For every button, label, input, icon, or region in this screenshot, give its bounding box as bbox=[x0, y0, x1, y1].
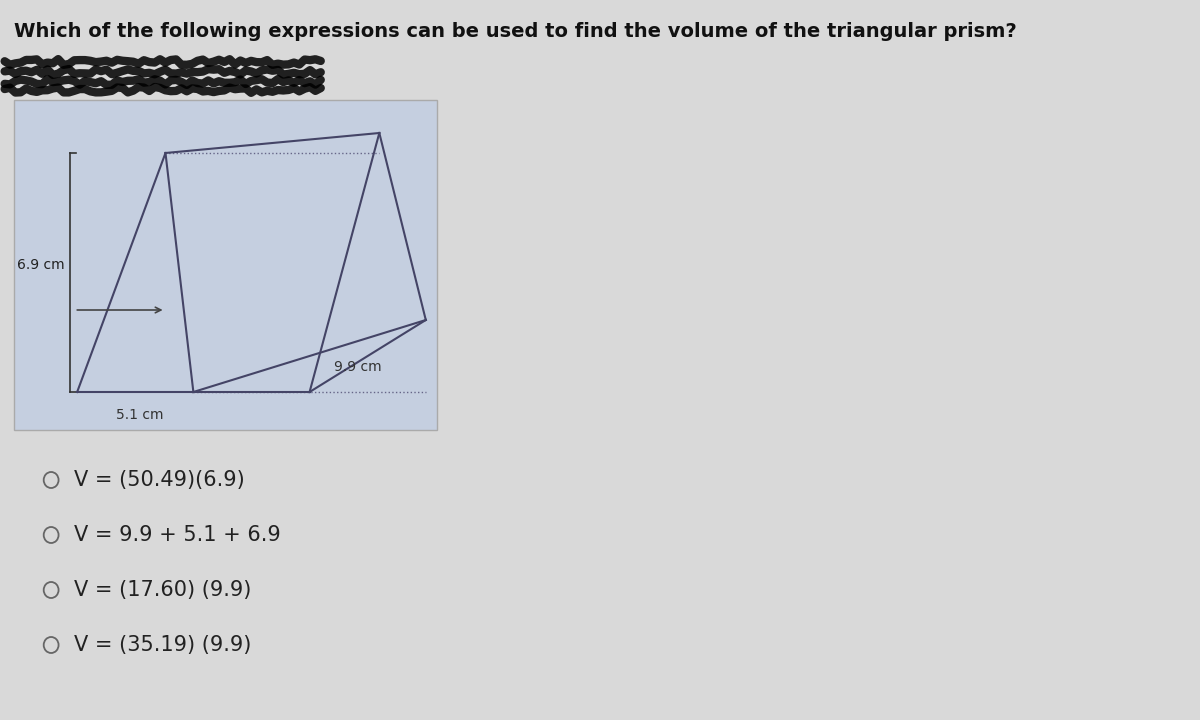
Circle shape bbox=[43, 472, 59, 488]
Text: V = 9.9 + 5.1 + 6.9: V = 9.9 + 5.1 + 6.9 bbox=[74, 525, 281, 545]
Text: V = (35.19) (9.9): V = (35.19) (9.9) bbox=[74, 635, 252, 655]
Circle shape bbox=[43, 637, 59, 653]
Text: 9.9 cm: 9.9 cm bbox=[334, 360, 382, 374]
Text: V = (50.49)(6.9): V = (50.49)(6.9) bbox=[74, 470, 245, 490]
FancyBboxPatch shape bbox=[14, 100, 437, 430]
Circle shape bbox=[43, 582, 59, 598]
Text: 5.1 cm: 5.1 cm bbox=[115, 408, 163, 422]
Circle shape bbox=[43, 527, 59, 543]
Text: Which of the following expressions can be used to find the volume of the triangu: Which of the following expressions can b… bbox=[14, 22, 1016, 41]
Text: 6.9 cm: 6.9 cm bbox=[17, 258, 65, 272]
Text: V = (17.60) (9.9): V = (17.60) (9.9) bbox=[74, 580, 252, 600]
